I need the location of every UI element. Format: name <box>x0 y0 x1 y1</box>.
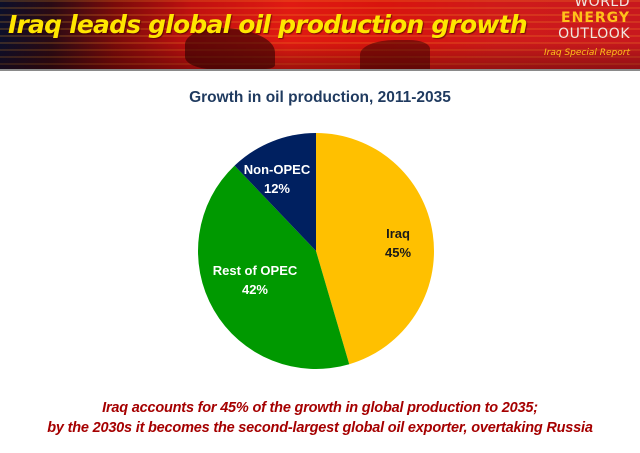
slice-label-non-opec: Non-OPEC 12% <box>244 160 310 198</box>
slice-value: 45% <box>384 245 412 260</box>
caption-line-2: by the 2030s it becomes the second-large… <box>47 420 593 436</box>
slice-name: Rest of OPEC <box>212 263 298 278</box>
slide-title: Iraq leads global oil production growth <box>8 10 528 39</box>
logo-line-subtitle: Iraq Special Report <box>544 48 630 58</box>
slice-label-rest-of-opec: Rest of OPEC 42% <box>213 261 298 299</box>
pie-slice-iraq <box>316 133 435 365</box>
weo-logo: WORLD ENERGY OUTLOOK Iraq Special Report <box>544 0 630 61</box>
pie-slice-non-opec <box>234 133 316 251</box>
caption-line-1: Iraq accounts for 45% of the growth in g… <box>102 400 538 416</box>
logo-line-energy: ENERGY <box>561 10 630 26</box>
slice-name: Non-OPEC <box>243 162 311 177</box>
banner-decoration <box>360 40 430 69</box>
chart-title: Growth in oil production, 2011-2035 <box>189 89 451 106</box>
slice-value: 42% <box>241 282 269 297</box>
pie-slices <box>197 133 435 370</box>
slice-name: Iraq <box>386 226 410 241</box>
pie-slice-rest-of-opec <box>197 165 350 370</box>
logo-line-outlook: OUTLOOK <box>558 26 630 42</box>
slide-caption: Iraq accounts for 45% of the growth in g… <box>0 398 640 438</box>
slice-value: 12% <box>263 181 291 196</box>
header-banner: Iraq leads global oil production growth … <box>0 0 640 71</box>
logo-line-world: WORLD <box>574 0 630 10</box>
slice-label-iraq: Iraq 45% <box>385 224 411 262</box>
banner-decoration <box>185 28 275 69</box>
